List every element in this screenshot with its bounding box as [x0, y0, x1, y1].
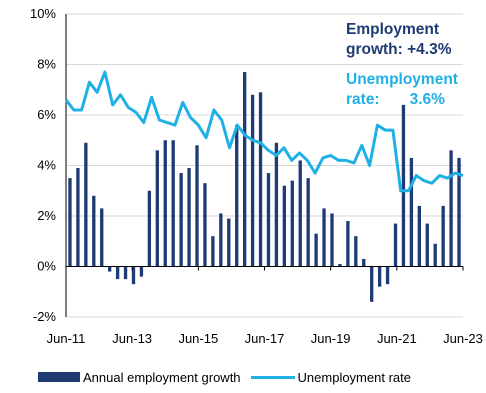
unemployment-annotation-rate-value: 3.6% [409, 91, 445, 108]
employment-growth-bar [449, 150, 453, 267]
employment-growth-bar [433, 243, 437, 267]
legend-bar-label: Annual employment growth [83, 369, 241, 385]
employment-growth-bar [155, 150, 159, 267]
x-tick-label: Jun-17 [245, 331, 285, 346]
y-tick-label: 10% [30, 6, 56, 21]
employment-growth-bar [274, 142, 279, 267]
y-tick-label: 2% [37, 208, 56, 223]
employment-growth-bar [298, 160, 302, 267]
employment-growth-bar [195, 145, 199, 267]
employment-growth-bar [266, 173, 271, 267]
employment-growth-bar [187, 168, 191, 267]
employment-growth-bar [409, 157, 414, 267]
employment-growth-bar [131, 266, 136, 285]
employment-growth-bar [171, 140, 175, 267]
employment-growth-bar [84, 142, 88, 267]
y-tick-label: 8% [37, 57, 56, 72]
employment-growth-bar [322, 208, 326, 267]
employment-growth-bar [242, 72, 247, 267]
employment-growth-bar [306, 178, 310, 267]
employment-growth-bar [123, 266, 128, 280]
employment-growth-bar [338, 263, 342, 267]
employment-growth-bar [203, 183, 207, 267]
y-tick-labels: -2% 0% 2% 4% 6% 8% 10% [30, 6, 56, 324]
x-tick-labels: Jun-11 Jun-13 Jun-15 Jun-17 Jun-19 Jun-21 Jun-… [47, 331, 483, 346]
employment-growth-bar [385, 266, 390, 285]
employment-annotation-line2: growth: +4.3% [346, 41, 452, 58]
employment-growth-bar [314, 233, 318, 267]
employment-growth-bars [68, 72, 461, 302]
legend: Annual employment growth Unemployment ra… [38, 368, 411, 386]
employment-growth-bar [401, 104, 406, 267]
y-tick-label: 0% [37, 259, 56, 274]
unemployment-rate-annotation: Unemployment rate: 3.6% [346, 70, 474, 110]
employment-growth-bar [354, 236, 358, 267]
employment-growth-bar [393, 223, 398, 267]
x-tick-label: Jun-21 [377, 331, 417, 346]
employment-growth-bar [362, 258, 366, 267]
employment-growth-bar [417, 205, 421, 267]
employment-growth-bar [227, 218, 231, 267]
x-tick-label: Jun-15 [178, 331, 218, 346]
unemployment-rate-line-layer [64, 70, 464, 193]
employment-growth-bar [346, 221, 350, 267]
employment-growth-bar [108, 266, 112, 272]
y-tick-label: 6% [37, 107, 56, 122]
unemployment-annotation-rate-label: rate: [346, 91, 380, 108]
y-tick-label: -2% [33, 309, 57, 324]
employment-growth-bar [100, 208, 104, 267]
employment-growth-bar [250, 94, 255, 267]
employment-growth-bar [425, 223, 429, 267]
employment-growth-bar [115, 266, 120, 280]
employment-growth-bar [147, 190, 152, 267]
employment-growth-bar [211, 236, 215, 267]
employment-growth-bar [377, 266, 382, 287]
employment-growth-bar [457, 157, 461, 267]
unemployment-rate-line [64, 70, 464, 193]
legend-bar-swatch [38, 372, 80, 382]
employment-annotation-line1: Employment [346, 21, 440, 38]
employment-growth-bar [76, 168, 80, 267]
unemployment-annotation-line2: rate: 3.6% [346, 90, 474, 110]
unemployment-annotation-line1: Unemployment [346, 71, 458, 88]
employment-growth-annotation: Employment growth: +4.3% [346, 20, 474, 60]
legend-line-swatch [250, 375, 295, 379]
x-tick-label: Jun-13 [112, 331, 152, 346]
employment-growth-bar [139, 266, 144, 277]
x-tick-label: Jun-11 [47, 331, 86, 346]
axes [65, 14, 464, 317]
employment-growth-bar [92, 195, 96, 267]
employment-growth-bar [330, 213, 334, 267]
employment-growth-bar [179, 173, 183, 267]
employment-growth-bar [163, 140, 167, 267]
y-tick-label: 4% [37, 158, 56, 173]
x-tick-label: Jun-23 [443, 331, 483, 346]
legend-line-label: Unemployment rate [297, 369, 411, 385]
employment-growth-bar [235, 125, 239, 267]
employment-growth-bar [258, 92, 263, 267]
employment-growth-bar [219, 213, 223, 267]
employment-growth-bar [441, 205, 445, 267]
employment-growth-bar [290, 180, 294, 267]
employment-growth-bar [370, 266, 374, 302]
x-tick-label: Jun-19 [311, 331, 351, 346]
employment-growth-bar [68, 178, 72, 267]
employment-growth-bar [282, 185, 287, 267]
